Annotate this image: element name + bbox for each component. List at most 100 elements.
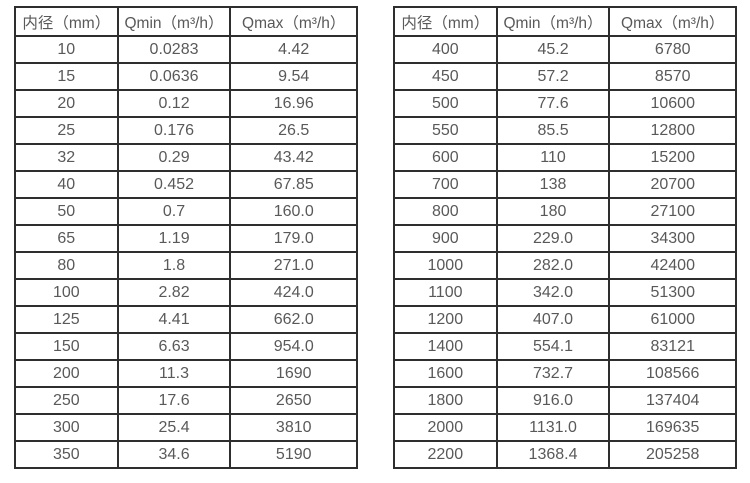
- table-row: 600 110 15200: [393, 143, 737, 172]
- table-cell: 550: [393, 116, 498, 145]
- table-cell: 6780: [608, 35, 737, 64]
- table-cell: 1400: [393, 332, 498, 361]
- table-row: 2000 1131.0 169635: [393, 413, 737, 442]
- table-cell: 42400: [608, 251, 737, 280]
- table-cell: 2650: [229, 386, 358, 415]
- table-cell: 0.7: [116, 197, 232, 226]
- table-cell: 20: [14, 89, 119, 118]
- table-cell: 300: [14, 413, 119, 442]
- table-row: 1200 407.0 61000: [393, 305, 737, 334]
- table-cell: 1100: [393, 278, 498, 307]
- table-row: 10 0.0283 4.42: [14, 35, 358, 64]
- column-header: Qmax（m³/h）: [608, 6, 737, 37]
- table-cell: 500: [393, 89, 498, 118]
- table-cell: 4.42: [229, 35, 358, 64]
- table-cell: 67.85: [229, 170, 358, 199]
- table-cell: 8570: [608, 62, 737, 91]
- table-cell: 80: [14, 251, 119, 280]
- table-cell: 160.0: [229, 197, 358, 226]
- table-row: 1000 282.0 42400: [393, 251, 737, 280]
- table-cell: 51300: [608, 278, 737, 307]
- table-cell: 3810: [229, 413, 358, 442]
- table-cell: 1.19: [116, 224, 232, 253]
- table-cell: 5190: [229, 440, 358, 469]
- table-cell: 0.0636: [116, 62, 232, 91]
- table-cell: 1600: [393, 359, 498, 388]
- table-cell: 34.6: [116, 440, 232, 469]
- header-row: 内径（mm） Qmin（m³/h） Qmax（m³/h）: [14, 6, 358, 37]
- table-cell: 77.6: [495, 89, 611, 118]
- table-cell: 20700: [608, 170, 737, 199]
- table-cell: 0.452: [116, 170, 232, 199]
- table-cell: 138: [495, 170, 611, 199]
- table-row: 150 6.63 954.0: [14, 332, 358, 361]
- table-cell: 110: [495, 143, 611, 172]
- table-cell: 954.0: [229, 332, 358, 361]
- column-header: Qmax（m³/h）: [229, 6, 358, 37]
- table-cell: 2.82: [116, 278, 232, 307]
- table-cell: 85.5: [495, 116, 611, 145]
- column-header: 内径（mm）: [393, 6, 498, 37]
- table-cell: 10: [14, 35, 119, 64]
- table-cell: 180: [495, 197, 611, 226]
- table-row: 1600 732.7 108566: [393, 359, 737, 388]
- table-cell: 1690: [229, 359, 358, 388]
- table-cell: 0.176: [116, 116, 232, 145]
- table-cell: 45.2: [495, 35, 611, 64]
- table-cell: 205258: [608, 440, 737, 469]
- table-cell: 271.0: [229, 251, 358, 280]
- table-cell: 400: [393, 35, 498, 64]
- table-row: 1400 554.1 83121: [393, 332, 737, 361]
- table-row: 15 0.0636 9.54: [14, 62, 358, 91]
- table-cell: 40: [14, 170, 119, 199]
- table-cell: 57.2: [495, 62, 611, 91]
- table-cell: 125: [14, 305, 119, 334]
- table-cell: 554.1: [495, 332, 611, 361]
- table-row: 80 1.8 271.0: [14, 251, 358, 280]
- table-cell: 17.6: [116, 386, 232, 415]
- table-cell: 200: [14, 359, 119, 388]
- table-cell: 0.12: [116, 89, 232, 118]
- table-cell: 25.4: [116, 413, 232, 442]
- table-cell: 150: [14, 332, 119, 361]
- table-cell: 6.63: [116, 332, 232, 361]
- table-cell: 424.0: [229, 278, 358, 307]
- table-row: 400 45.2 6780: [393, 35, 737, 64]
- table-row: 32 0.29 43.42: [14, 143, 358, 172]
- table-row: 550 85.5 12800: [393, 116, 737, 145]
- table-row: 1800 916.0 137404: [393, 386, 737, 415]
- table-cell: 10600: [608, 89, 737, 118]
- table-cell: 732.7: [495, 359, 611, 388]
- table-cell: 900: [393, 224, 498, 253]
- table-row: 50 0.7 160.0: [14, 197, 358, 226]
- table-row: 65 1.19 179.0: [14, 224, 358, 253]
- table-cell: 916.0: [495, 386, 611, 415]
- table-cell: 15200: [608, 143, 737, 172]
- table-row: 20 0.12 16.96: [14, 89, 358, 118]
- table-cell: 800: [393, 197, 498, 226]
- table-row: 450 57.2 8570: [393, 62, 737, 91]
- table-cell: 61000: [608, 305, 737, 334]
- table-row: 800 180 27100: [393, 197, 737, 226]
- table-cell: 43.42: [229, 143, 358, 172]
- table-cell: 2000: [393, 413, 498, 442]
- table-cell: 12800: [608, 116, 737, 145]
- table-row: 100 2.82 424.0: [14, 278, 358, 307]
- table-cell: 179.0: [229, 224, 358, 253]
- table-cell: 50: [14, 197, 119, 226]
- table-cell: 27100: [608, 197, 737, 226]
- table-cell: 15: [14, 62, 119, 91]
- table-row: 25 0.176 26.5: [14, 116, 358, 145]
- table-cell: 600: [393, 143, 498, 172]
- table-row: 900 229.0 34300: [393, 224, 737, 253]
- table-row: 200 11.3 1690: [14, 359, 358, 388]
- table-cell: 1368.4: [495, 440, 611, 469]
- table-cell: 16.96: [229, 89, 358, 118]
- column-header: Qmin（m³/h）: [495, 6, 611, 37]
- table-cell: 25: [14, 116, 119, 145]
- table-cell: 4.41: [116, 305, 232, 334]
- table-cell: 169635: [608, 413, 737, 442]
- table-row: 1100 342.0 51300: [393, 278, 737, 307]
- table-cell: 350: [14, 440, 119, 469]
- table-row: 40 0.452 67.85: [14, 170, 358, 199]
